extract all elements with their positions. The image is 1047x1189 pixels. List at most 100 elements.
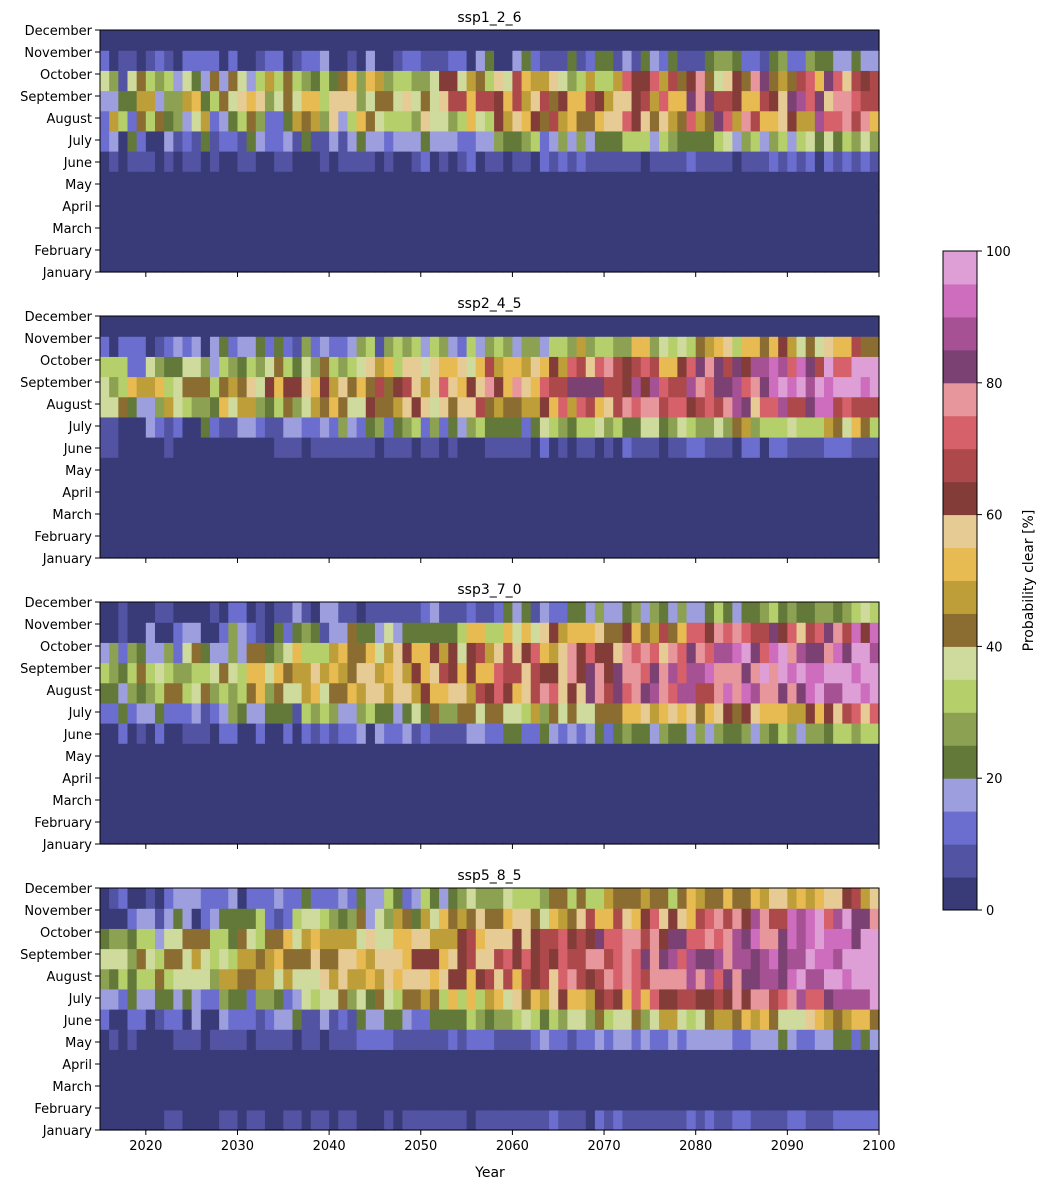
heatmap-cell xyxy=(649,1069,660,1091)
heatmap-cell xyxy=(365,948,376,970)
heatmap-cell xyxy=(191,497,202,519)
heatmap-cell xyxy=(787,30,798,51)
heatmap-cell xyxy=(759,1029,770,1050)
heatmap-cell xyxy=(310,477,321,499)
heatmap-cell xyxy=(833,823,843,845)
heatmap-cell xyxy=(503,803,514,825)
heatmap-cell xyxy=(484,702,495,724)
heatmap-cell xyxy=(778,336,788,357)
heatmap-cell xyxy=(594,30,605,51)
heatmap-cell xyxy=(805,723,816,744)
heatmap-cell xyxy=(329,783,339,805)
heatmap-cell xyxy=(301,1109,312,1131)
heatmap-cell xyxy=(723,723,733,744)
heatmap-cell xyxy=(466,1089,477,1111)
heatmap-cell xyxy=(723,642,733,664)
heatmap-cell xyxy=(824,823,834,845)
heatmap-cell xyxy=(457,211,468,233)
heatmap-cell xyxy=(549,396,559,418)
heatmap-cell xyxy=(191,517,202,539)
heatmap-cell xyxy=(503,211,514,233)
heatmap-cell xyxy=(219,50,229,71)
heatmap-cell xyxy=(640,251,651,273)
heatmap-cell xyxy=(732,437,743,458)
heatmap-cell xyxy=(457,171,468,192)
heatmap-cell xyxy=(686,376,697,398)
x-tick-label: 2020 xyxy=(129,1139,162,1154)
heatmap-cell xyxy=(512,928,523,950)
heatmap-cell xyxy=(805,908,816,929)
heatmap-cell xyxy=(842,702,853,724)
heatmap-cell xyxy=(402,211,413,233)
heatmap-cell xyxy=(503,477,514,499)
heatmap-cell xyxy=(503,968,514,990)
heatmap-cell xyxy=(466,356,477,378)
heatmap-cell xyxy=(292,743,303,764)
heatmap-cell xyxy=(750,517,761,539)
heatmap-cell xyxy=(842,316,853,337)
heatmap-cell xyxy=(393,110,404,132)
heatmap-cell xyxy=(402,416,413,438)
heatmap-cell xyxy=(695,823,706,845)
heatmap-cell xyxy=(576,1109,587,1131)
heatmap-cell xyxy=(659,30,669,51)
heatmap-cell xyxy=(292,763,303,785)
heatmap-cell xyxy=(869,517,880,539)
heatmap-cell xyxy=(283,783,294,805)
heatmap-cell xyxy=(686,477,697,499)
heatmap-cell xyxy=(429,70,440,92)
heatmap-cell xyxy=(622,90,633,112)
heatmap-cell xyxy=(191,682,202,704)
heatmap-cell xyxy=(668,682,678,704)
heatmap-cell xyxy=(136,251,147,273)
heatmap-cell xyxy=(274,457,284,478)
y-tick-label: April xyxy=(62,1058,92,1073)
heatmap-cell xyxy=(109,823,119,845)
heatmap-cell xyxy=(769,70,779,92)
heatmap-cell xyxy=(824,702,834,724)
heatmap-cell xyxy=(686,602,697,623)
heatmap-cell xyxy=(100,477,110,499)
heatmap-cell xyxy=(613,888,623,909)
heatmap-cell xyxy=(824,988,834,1010)
heatmap-cell xyxy=(723,251,733,273)
heatmap-cell xyxy=(100,356,110,378)
heatmap-cell xyxy=(145,888,156,909)
heatmap-cell xyxy=(100,888,110,909)
heatmap-cell xyxy=(833,50,843,71)
heatmap-cell xyxy=(457,316,468,337)
heatmap-cell xyxy=(769,723,779,744)
heatmap-cell xyxy=(209,497,220,519)
heatmap-cell xyxy=(759,602,770,623)
heatmap-cell xyxy=(429,948,440,970)
heatmap-cell xyxy=(100,376,110,398)
heatmap-cell xyxy=(558,602,568,623)
heatmap-cell xyxy=(750,1109,761,1131)
heatmap-cell xyxy=(668,723,678,744)
heatmap-cell xyxy=(613,602,623,623)
heatmap-cell xyxy=(100,968,110,990)
heatmap-cell xyxy=(457,537,468,559)
heatmap-cell xyxy=(714,356,724,378)
heatmap-cell xyxy=(173,1089,184,1111)
heatmap-cell xyxy=(714,517,724,539)
heatmap-cell xyxy=(659,988,669,1010)
heatmap-cell xyxy=(384,763,394,785)
heatmap-cell xyxy=(512,251,523,273)
heatmap-cell xyxy=(274,1009,284,1030)
heatmap-cell xyxy=(787,888,798,909)
heatmap-cell xyxy=(741,1069,752,1091)
heatmap-cell xyxy=(100,336,110,357)
heatmap-cell xyxy=(466,723,477,744)
heatmap-cell xyxy=(613,251,623,273)
heatmap-cell xyxy=(549,662,559,684)
heatmap-cell xyxy=(219,70,229,92)
heatmap-cell xyxy=(622,211,633,233)
heatmap-cell xyxy=(402,231,413,253)
heatmap-cell xyxy=(750,682,761,704)
heatmap-cell xyxy=(384,457,394,478)
heatmap-cell xyxy=(347,211,358,233)
heatmap-cell xyxy=(695,316,706,337)
heatmap-cell xyxy=(668,477,678,499)
heatmap-cell xyxy=(255,642,266,664)
